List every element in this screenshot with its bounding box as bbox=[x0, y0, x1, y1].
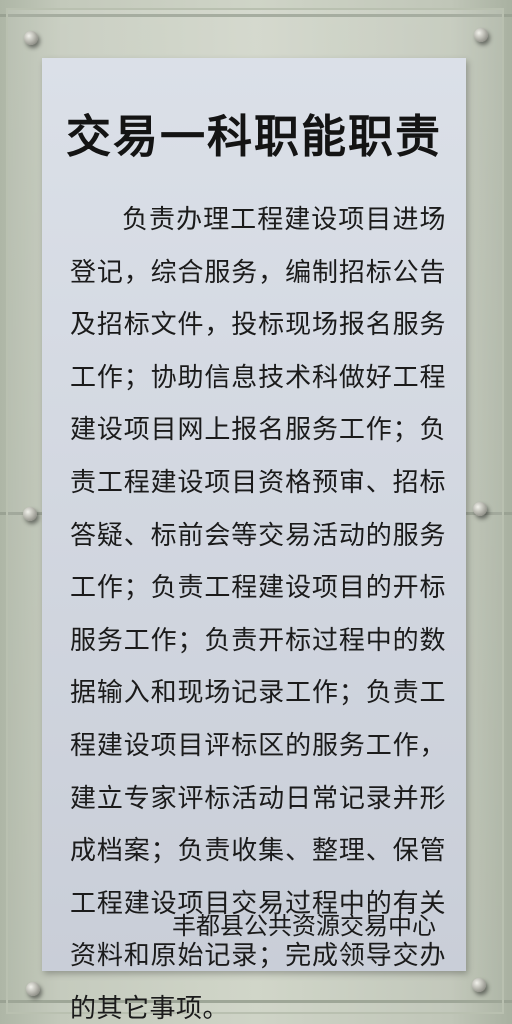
wall-seam-bottom bbox=[0, 1000, 512, 1003]
bolt-icon bbox=[472, 978, 486, 992]
bolt-icon bbox=[23, 507, 37, 521]
bolt-icon bbox=[26, 982, 40, 996]
bolt-icon bbox=[24, 31, 38, 45]
bolt-icon bbox=[473, 502, 487, 516]
sign-panel: 交易一科职能职责 负责办理工程建设项目进场登记，综合服务，编制招标公告及招标文件… bbox=[42, 58, 466, 1024]
wall-seam-top bbox=[0, 14, 512, 17]
sign-body-text: 负责办理工程建设项目进场登记，综合服务，编制招标公告及招标文件，投标现场报名服务… bbox=[70, 205, 446, 1024]
sign-footer-org: 丰都县公共资源交易中心 bbox=[172, 912, 436, 940]
bolt-icon bbox=[474, 28, 488, 42]
sign-title: 交易一科职能职责 bbox=[65, 110, 442, 163]
